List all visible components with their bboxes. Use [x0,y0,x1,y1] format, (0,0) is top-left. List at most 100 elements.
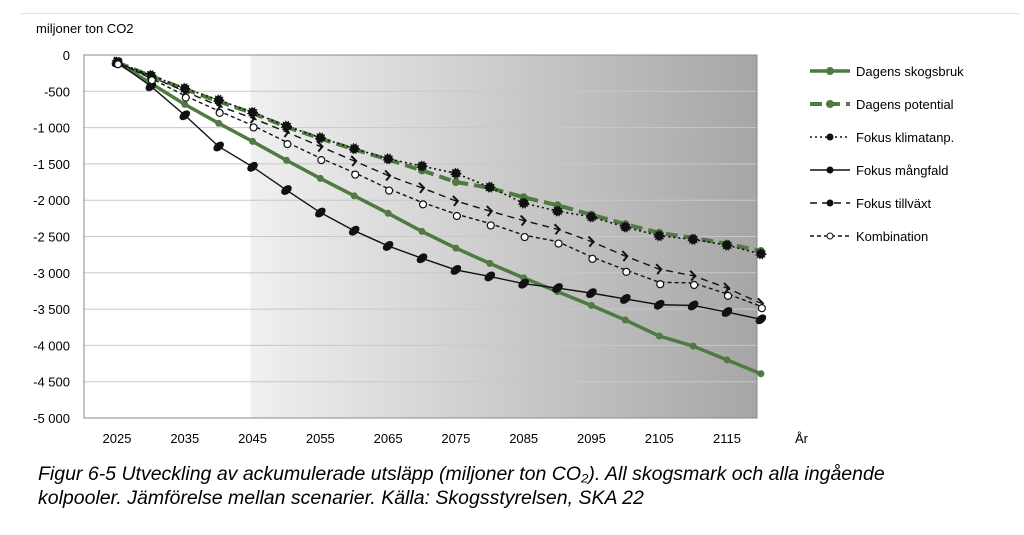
legend-label: Dagens potential [856,97,954,112]
data-point [552,205,564,217]
data-point [282,156,290,164]
data-point [484,181,496,193]
data-point [382,241,394,251]
data-point [585,211,597,223]
data-point [689,342,697,350]
data-point [554,239,563,248]
legend-label: Kombination [856,229,928,244]
x-tick-label: 2085 [509,431,538,446]
data-point [687,300,699,311]
legend-marker [826,166,834,174]
data-point [689,269,697,282]
data-point [553,223,561,235]
x-axis-label: År [795,431,809,446]
data-point [316,174,324,182]
series-line-fokus-m-ngfald [116,61,762,320]
legend-label: Fokus klimatanp. [856,130,954,145]
data-point [653,299,665,310]
data-point [113,60,123,69]
x-tick-label: 2115 [713,431,741,446]
data-point [656,280,665,289]
legend-marker [826,199,834,207]
data-point [147,76,156,85]
data-point [350,192,358,200]
data-point [283,140,292,149]
legend-marker [826,133,834,141]
legend-marker [826,67,834,75]
data-point [418,227,426,235]
legend-marker [826,100,834,108]
data-point [452,211,461,221]
data-point [757,304,766,313]
series-line-fokus-tillv-xt [116,61,762,304]
y-tick-label: -1 000 [33,121,70,136]
data-point [552,283,563,293]
data-point [451,178,460,187]
y-tick-label: -5 000 [33,411,70,426]
data-point [317,155,326,165]
data-point [723,356,731,364]
data-point [757,370,765,378]
series-line-kombination [116,61,762,307]
data-point [249,123,258,132]
y-axis-label: miljoner ton CO2 [36,21,134,36]
data-point [316,140,324,153]
data-point [486,259,494,267]
legend-label: Fokus mångfald [856,163,949,178]
data-point [622,267,631,276]
data-point [452,195,460,207]
data-point [384,169,392,182]
data-point [214,100,223,112]
y-tick-label: -4 000 [33,338,70,353]
x-tick-label: 2055 [306,431,335,446]
data-point [721,307,733,317]
data-point [655,332,663,340]
caption-line-1: Figur 6-5 Utveckling av ackumulerade uts… [38,463,885,485]
data-point [653,230,665,242]
data-point [315,207,326,218]
y-tick-label: -2 000 [33,193,70,208]
data-point [416,253,428,264]
data-point [486,205,494,217]
data-point [723,282,731,294]
data-point [314,132,326,144]
x-tick-label: 2075 [441,431,470,446]
x-tick-label: 2095 [577,431,606,446]
legend-marker [826,232,834,240]
data-point [755,314,767,325]
data-point [588,254,597,263]
y-tick-label: 0 [63,48,70,63]
data-point [450,264,462,275]
data-point [484,271,496,282]
x-tick-label: 2105 [645,431,674,446]
x-tick-label: 2035 [170,431,199,446]
data-point [418,200,428,209]
data-point [687,233,699,245]
data-point [351,170,360,179]
data-point [520,232,529,242]
series-line-dagens-skogsbruk [116,60,762,376]
data-point [416,160,428,172]
top-rule [20,13,1020,14]
data-point [247,161,258,172]
data-point [281,185,292,195]
x-tick-label: 2045 [238,431,267,446]
x-tick-label: 2025 [103,431,132,446]
data-point [181,93,190,102]
data-point [348,143,360,155]
data-point [690,280,699,290]
data-point [179,110,191,121]
figure-caption: Figur 6-5 Utveckling av ackumulerade uts… [38,462,1018,510]
data-point [215,119,223,127]
data-point [587,235,595,248]
data-point [248,112,256,124]
data-point [418,182,426,194]
y-tick-label: -2 500 [33,230,70,245]
y-tick-label: -1 500 [33,157,70,172]
data-point [621,316,629,324]
data-point [721,239,733,251]
data-point [249,137,257,145]
data-point [384,209,392,217]
data-point [486,221,495,230]
data-point [587,301,595,309]
